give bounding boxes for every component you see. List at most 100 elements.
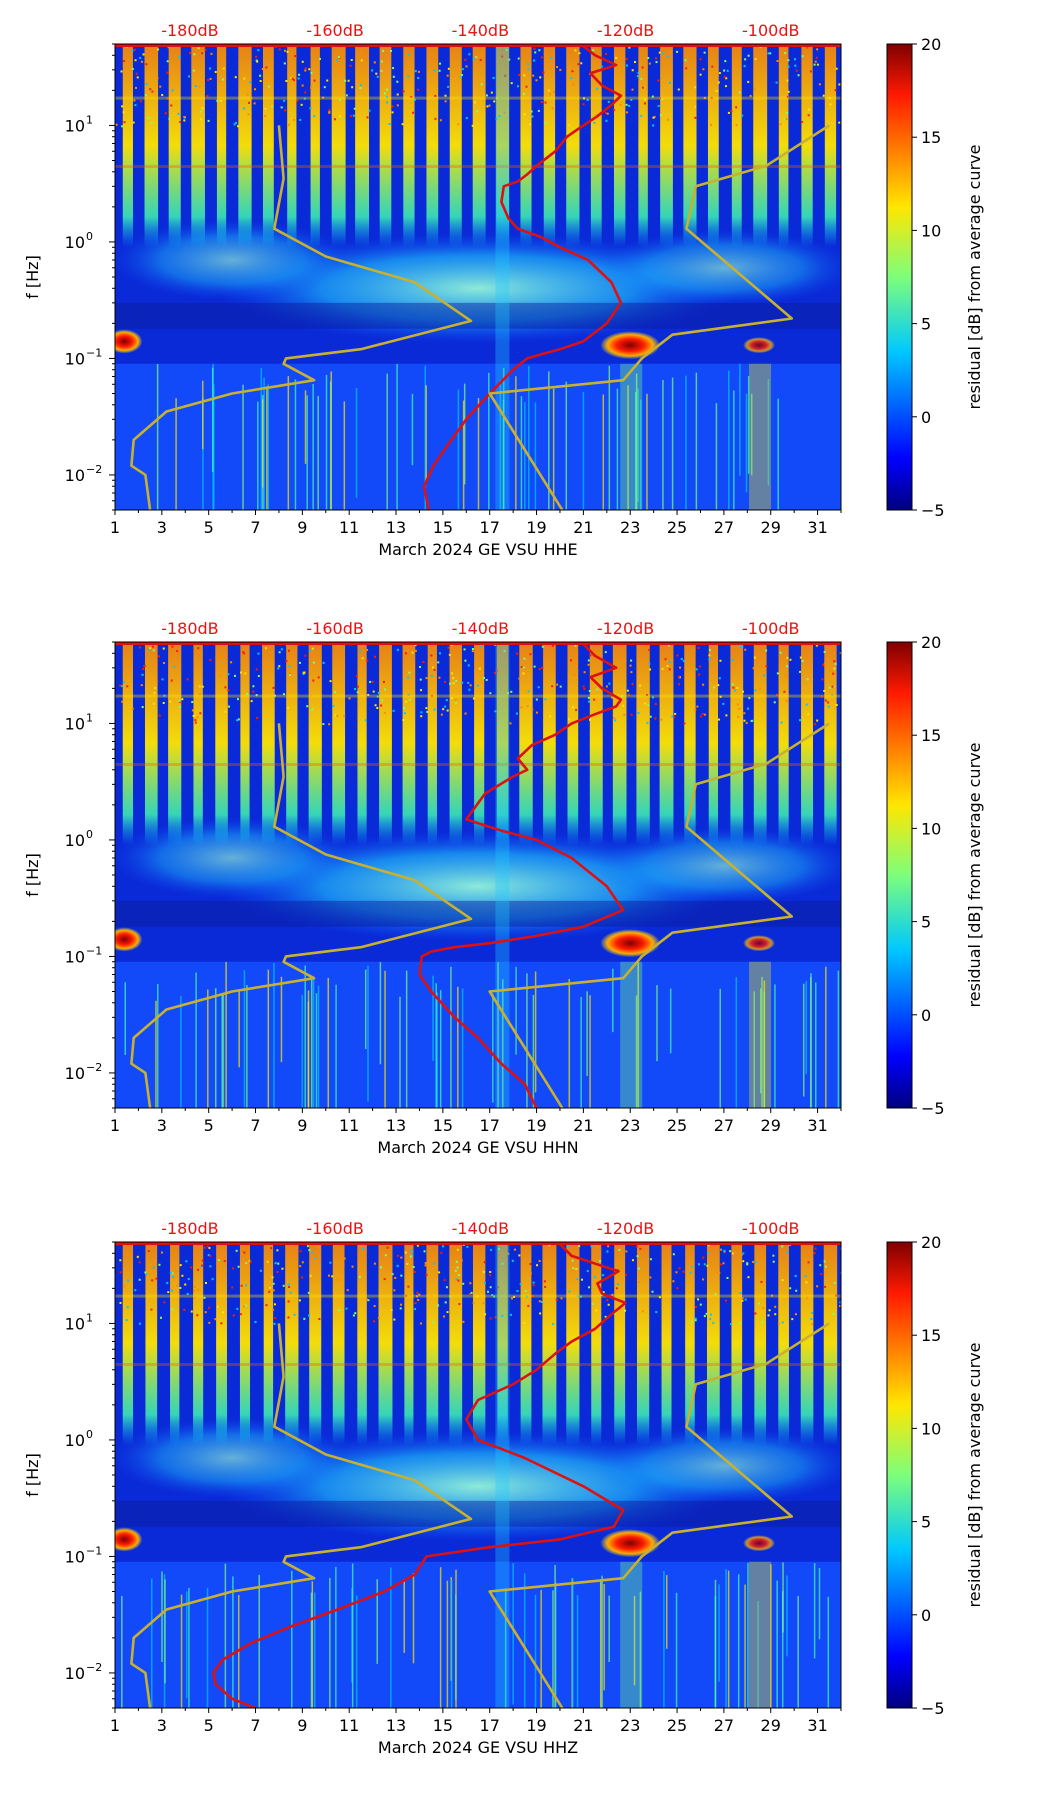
x-tick-label: 23: [620, 518, 640, 537]
speckle: [245, 1284, 248, 1287]
transient-streak: [802, 983, 805, 1097]
speckle: [464, 659, 467, 662]
daily-noise-stripe: [122, 44, 133, 248]
speckle: [247, 101, 250, 104]
db-axis-label: -180dB: [161, 21, 218, 40]
speckle: [408, 53, 411, 56]
speckle: [478, 667, 481, 670]
daily-noise-stripe: [636, 1242, 650, 1446]
speckle: [289, 1291, 292, 1294]
speckle: [237, 1265, 240, 1268]
speckle: [183, 119, 186, 122]
db-axis-label: -140dB: [452, 1219, 509, 1238]
speckle: [816, 48, 819, 51]
speckle: [467, 681, 470, 684]
speckle: [497, 663, 500, 666]
speckle: [553, 90, 556, 93]
speckle: [505, 48, 508, 51]
speckle: [249, 81, 252, 84]
speckle: [613, 109, 616, 112]
speckle: [624, 1309, 627, 1312]
speckle: [733, 689, 736, 692]
dark-band: [115, 900, 841, 927]
speckle: [544, 121, 547, 124]
speckle: [351, 86, 354, 89]
transient-streak: [725, 1569, 727, 1708]
speckle: [468, 1292, 471, 1295]
speckle: [590, 1245, 593, 1248]
daily-noise-stripe: [426, 44, 439, 248]
speckle: [824, 699, 827, 702]
speckle: [317, 1246, 320, 1249]
speckle: [678, 1267, 681, 1270]
speckle: [489, 1248, 492, 1251]
speckle: [520, 665, 523, 668]
speckle: [757, 1302, 760, 1305]
speckle: [815, 644, 818, 647]
speckle: [461, 68, 464, 71]
speckle: [138, 1322, 141, 1325]
speckle: [257, 652, 260, 655]
speckle: [253, 88, 256, 91]
speckle: [542, 71, 545, 74]
x-tick-label: 27: [714, 518, 734, 537]
speckle: [496, 1286, 499, 1289]
speckle: [809, 70, 812, 73]
speckle: [131, 707, 134, 710]
speckle: [805, 703, 808, 706]
speckle: [122, 681, 125, 684]
speckle: [133, 99, 136, 102]
speckle: [359, 84, 362, 87]
speckle: [828, 97, 831, 100]
transient-streak: [439, 990, 442, 1108]
speckle: [119, 1301, 122, 1304]
speckle: [361, 657, 364, 660]
transient-streak: [262, 399, 264, 488]
speckle: [799, 719, 802, 722]
speckle: [300, 103, 303, 106]
speckle: [464, 58, 467, 61]
event-column: [620, 961, 643, 1108]
transient-streak: [403, 1579, 406, 1653]
speckle: [236, 719, 239, 722]
speckle: [451, 672, 454, 675]
transient-streak: [376, 1579, 378, 1664]
speckle: [722, 702, 725, 705]
speckle: [741, 1299, 744, 1302]
speckle: [447, 67, 450, 70]
db-axis-label: -180dB: [161, 1219, 218, 1238]
daily-noise-stripe: [567, 642, 579, 846]
speckle: [283, 62, 286, 65]
speckle: [154, 687, 157, 690]
daily-noise-stripe: [287, 44, 297, 248]
speckle: [359, 87, 362, 90]
speckle: [694, 105, 697, 108]
speckle: [196, 1288, 199, 1291]
x-tick-label: 27: [714, 1116, 734, 1135]
speckle: [676, 50, 679, 53]
transient-streak: [612, 968, 614, 1033]
speckle: [460, 1259, 463, 1262]
transient-streak: [412, 1573, 415, 1664]
speckle: [820, 1273, 823, 1276]
transient-streak: [627, 385, 629, 510]
speckle: [266, 1260, 269, 1263]
x-tick-label: 5: [204, 1116, 214, 1135]
speckle: [184, 1283, 187, 1286]
speckle: [532, 1281, 535, 1284]
speckle: [410, 1249, 413, 1252]
speckle: [314, 1257, 317, 1260]
speckle: [152, 1266, 155, 1269]
transient-streak: [534, 402, 537, 510]
daily-noise-stripe: [332, 1242, 345, 1446]
transient-streak: [161, 1571, 163, 1662]
transient-streak: [759, 988, 762, 1094]
colorbar-tick-label: 5: [921, 315, 931, 334]
speckle: [446, 1311, 449, 1314]
speckle: [288, 1285, 291, 1288]
speckle: [647, 704, 650, 707]
transient-streak: [313, 1592, 316, 1708]
daily-noise-stripe: [520, 44, 532, 248]
speckle: [623, 713, 626, 716]
transient-streak: [304, 965, 306, 1108]
